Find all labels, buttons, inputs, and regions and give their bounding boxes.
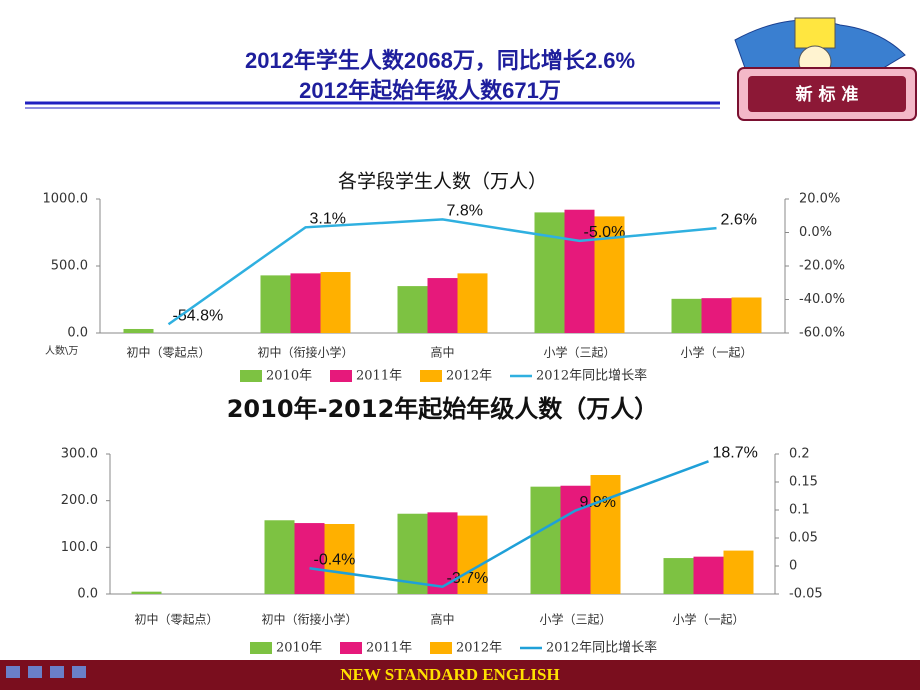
y2-tick-label: 0.0%	[799, 225, 832, 240]
nav-icon[interactable]	[6, 666, 20, 678]
logo-hat	[794, 17, 836, 49]
legend-label: 2012年同比增长率	[546, 640, 657, 656]
nav-icon[interactable]	[72, 666, 86, 678]
legend-swatch	[240, 370, 262, 382]
growth-line	[167, 218, 717, 326]
x-tick-label: 高中	[430, 345, 454, 360]
bar	[123, 328, 154, 333]
x-tick-label: 高中	[430, 612, 454, 627]
y2-tick-label: 0.15	[789, 475, 818, 490]
bar	[457, 515, 488, 594]
legend-label: 2010年	[266, 369, 312, 384]
badge-text: 新 标 准	[796, 84, 859, 105]
x-tick-label: 小学（三起）	[543, 345, 615, 360]
legend-swatch	[420, 370, 442, 382]
logo: 新 标 准	[734, 17, 917, 121]
x-tick-label: 初中（零起点）	[126, 345, 210, 360]
y-tick-label: 100.0	[61, 540, 98, 555]
data-label: 7.8%	[447, 203, 483, 220]
nav-icons	[6, 666, 86, 678]
y2-tick-label: 0.1	[789, 503, 810, 518]
bar	[731, 297, 762, 333]
x-tick-label: 小学（三起）	[539, 612, 611, 627]
y-tick-label: 1000.0	[43, 192, 89, 207]
y2-tick-label: -60.0%	[799, 326, 845, 341]
bar	[594, 216, 625, 333]
x-tick-label: 小学（一起）	[680, 345, 752, 360]
bar	[427, 278, 458, 333]
nav-icon[interactable]	[50, 666, 64, 678]
bar	[564, 209, 595, 333]
bar	[320, 272, 351, 333]
y2-tick-label: 0	[789, 559, 797, 574]
bar	[671, 298, 702, 333]
bar	[264, 520, 295, 594]
legend-swatch	[430, 642, 452, 654]
y-tick-label: 0.0	[77, 587, 98, 602]
data-label: -3.7%	[447, 570, 489, 587]
bar	[131, 591, 162, 594]
x-tick-label: 初中（衔接小学）	[257, 345, 353, 360]
y-tick-label: 300.0	[61, 447, 98, 462]
x-tick-label: 初中（衔接小学）	[261, 612, 357, 627]
data-label: 18.7%	[713, 444, 758, 461]
nav-icon[interactable]	[28, 666, 42, 678]
bar	[260, 275, 291, 333]
chart-title: 各学段学生人数（万人）	[338, 171, 547, 193]
y2-tick-label: -0.05	[789, 587, 823, 602]
y-tick-label: 200.0	[61, 493, 98, 508]
legend-swatch	[330, 370, 352, 382]
x-tick-label: 初中（零起点）	[134, 612, 218, 627]
bar	[723, 550, 754, 594]
chart-title: 2010年-2012年起始年级人数（万人）	[227, 395, 659, 423]
legend-label: 2012年	[446, 369, 492, 384]
legend-label: 2011年	[366, 641, 412, 656]
y2-tick-label: 0.05	[789, 531, 818, 546]
y-tick-label: 0.0	[67, 326, 88, 341]
data-label: 3.1%	[310, 211, 346, 228]
title-line-2: 2012年起始年级人数671万	[299, 78, 561, 103]
y-tick-label: 500.0	[51, 259, 88, 274]
legend-label: 2011年	[356, 369, 402, 384]
legend-swatch	[250, 642, 272, 654]
bar	[290, 273, 321, 333]
bar	[457, 273, 488, 333]
badge	[748, 76, 906, 112]
bar	[663, 558, 694, 594]
bar	[397, 286, 428, 333]
data-label: -0.4%	[314, 551, 356, 568]
y2-tick-label: 0.2	[789, 447, 810, 462]
bar	[530, 486, 561, 594]
y-axis-label: 人数\万	[45, 344, 78, 357]
bar	[693, 556, 724, 594]
title-line-1: 2012年学生人数2068万，同比增长2.6%	[245, 48, 635, 73]
bar	[294, 523, 325, 594]
bar	[560, 485, 591, 594]
growth-line	[309, 460, 709, 589]
x-tick-label: 小学（一起）	[672, 612, 744, 627]
legend-swatch	[340, 642, 362, 654]
bar	[324, 524, 355, 594]
y2-tick-label: -20.0%	[799, 259, 845, 274]
bar	[701, 298, 732, 333]
legend-label: 2010年	[276, 641, 322, 656]
footer-text: NEW STANDARD ENGLISH	[340, 665, 559, 684]
legend-label: 2012年	[456, 641, 502, 656]
footer-bar	[0, 660, 920, 690]
y2-tick-label: -40.0%	[799, 292, 845, 307]
data-label: 2.6%	[721, 211, 757, 228]
legend-label: 2012年同比增长率	[536, 368, 647, 384]
bar	[534, 212, 565, 333]
y2-tick-label: 20.0%	[799, 192, 840, 207]
